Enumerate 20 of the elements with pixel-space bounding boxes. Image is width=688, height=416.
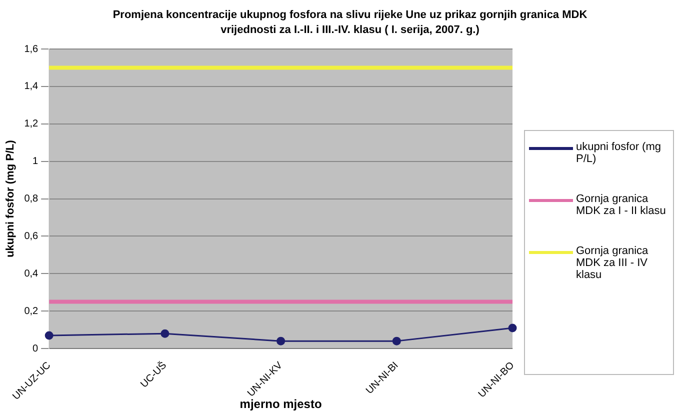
y-tick-label: 1,2 <box>24 118 39 130</box>
point <box>508 324 517 332</box>
y-tick-label: 0,8 <box>24 194 39 205</box>
x-axis-title: mjerno mjesto <box>240 397 322 412</box>
y-tick-label: 1,4 <box>24 81 39 92</box>
legend-label: ukupni fosfor (mg P/L) <box>576 141 662 165</box>
y-tick-label: 1,6 <box>24 44 39 55</box>
legend-label: Gornja granica MDK za I - II klasu <box>576 193 667 217</box>
y-tick-label: 0,4 <box>24 268 39 280</box>
point <box>160 329 170 338</box>
point <box>276 336 286 346</box>
legend-label: Gornja granica MDK za III - IV klasu <box>576 245 650 281</box>
y-tick-label: 0 <box>32 343 39 354</box>
y-axis-title: ukupni fosfor (mg P/L) <box>4 140 17 258</box>
y-tick-label: 0,2 <box>24 306 39 317</box>
point <box>44 331 54 340</box>
point <box>392 336 401 346</box>
y-tick-label: 1 <box>32 156 39 168</box>
chart-title: Promjena koncentracije ukupnog fosfora na slivu rijeke Une uz prikaz gornjih granica MDK vrijednosti za I.-II. i III.-IV. klasu ( I. serija, 2007. g.) <box>112 8 588 38</box>
y-tick-label: 0,6 <box>24 230 39 242</box>
